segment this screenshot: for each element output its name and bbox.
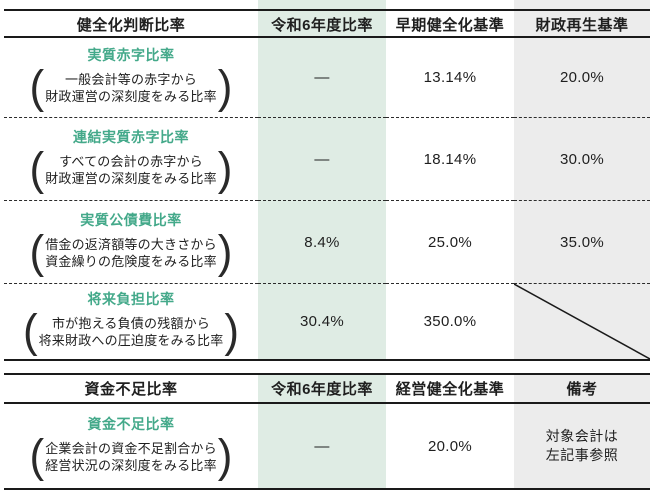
header-management-soundness-standard: 経営健全化基準 <box>386 373 514 404</box>
reiwa6-ratio-column-band <box>258 373 386 490</box>
ratio-title: 実質赤字比率 <box>87 47 175 63</box>
open-paren: ( <box>22 305 38 358</box>
fund-shortage-table: 資金不足比率 令和6年度比率 経営健全化基準 備考 資金不足比率 ( 企業会計の… <box>4 373 650 490</box>
ratio-title: 連結実質赤字比率 <box>73 128 189 145</box>
open-paren: ( <box>29 226 45 278</box>
open-paren: ( <box>29 430 45 482</box>
ratio-description-line1: 一般会計等の赤字から <box>64 72 197 87</box>
header-fiscal-revival-standard: 財政再生基準 <box>514 0 650 38</box>
header-early-soundness-standard: 早期健全化基準 <box>386 0 514 38</box>
header-reiwa6-ratio: 令和6年度比率 <box>258 0 386 38</box>
ratio-label-cell: 実質赤字比率 ( 一般会計等の赤字から 財政運営の深刻度をみる比率 ) <box>4 38 258 117</box>
ratio-description-line2: 財政運営の深刻度をみる比率 <box>45 170 217 186</box>
ratio-description-line1: すべての会計の赤字から <box>59 153 203 169</box>
remarks-line2: 左記事参照 <box>545 447 619 463</box>
early-standard-value-cell: 13.14% <box>423 69 477 86</box>
ratio-description-line2: 財政運営の深刻度をみる比率 <box>45 89 217 104</box>
ratio-label-cell: 連結実質赤字比率 ( すべての会計の赤字から 財政運営の深刻度をみる比率 ) <box>4 117 258 200</box>
revival-standard-value-cell: 35.0% <box>514 200 650 283</box>
ratio-description-line1: 借金の返済額等の大きさから <box>45 236 217 252</box>
ratio-description-line1: 企業会計の資金不足割合から <box>45 440 217 456</box>
reiwa6-value-cell: ― <box>258 404 386 490</box>
ratio-label-cell: 資金不足比率 ( 企業会計の資金不足割合から 経営状況の深刻度をみる比率 ) <box>4 404 258 490</box>
close-paren: ) <box>224 305 240 358</box>
diagonal-na-line <box>514 284 650 359</box>
header-fund-shortage-ratio: 資金不足比率 <box>4 373 258 404</box>
ratio-title: 資金不足比率 <box>87 415 175 432</box>
early-standard-value-cell: 350.0% <box>386 283 514 361</box>
revival-standard-value-cell: 20.0% <box>559 69 605 86</box>
remarks-line1: 対象会計は <box>545 428 619 444</box>
close-paren: ) <box>217 61 233 114</box>
not-applicable-cell <box>514 283 650 361</box>
close-paren: ) <box>217 430 233 482</box>
soundness-judgment-table: 健全化判断比率 令和6年度比率 早期健全化基準 財政再生基準 実質赤字比率 ( … <box>4 0 650 361</box>
remarks-column-band <box>514 373 650 490</box>
reiwa6-value-cell: 30.4% <box>258 283 386 361</box>
ratio-description: ( 借金の返済額等の大きさから 資金繰りの危険度をみる比率 ) <box>29 226 234 278</box>
ratio-description-line2: 経営状況の深刻度をみる比率 <box>45 457 217 473</box>
table-top-rule <box>4 9 650 11</box>
early-standard-value-cell: 18.14% <box>386 117 514 200</box>
header-remarks: 備考 <box>514 373 650 404</box>
header-ratio-name: 健全化判断比率 <box>4 0 258 38</box>
ratio-label-cell: 将来負担比率 ( 市が抱える負債の残額から 将来財政への圧迫度をみる比率 ) <box>4 283 258 361</box>
management-standard-value-cell: 20.0% <box>386 404 514 490</box>
ratio-label-cell: 実質公債費比率 ( 借金の返済額等の大きさから 資金繰りの危険度をみる比率 ) <box>4 200 258 283</box>
reiwa6-ratio-column-band <box>258 0 386 361</box>
reiwa6-value-cell: ― <box>314 69 330 86</box>
ratio-description: ( 一般会計等の赤字から 財政運営の深刻度をみる比率 ) <box>29 61 234 114</box>
open-paren: ( <box>29 143 45 195</box>
revival-standard-value-cell: 30.0% <box>514 117 650 200</box>
open-paren: ( <box>29 61 45 114</box>
ratio-description: ( 企業会計の資金不足割合から 経営状況の深刻度をみる比率 ) <box>29 430 234 482</box>
ratio-description-line2: 将来財政への圧迫度をみる比率 <box>38 333 224 348</box>
early-standard-value-cell: 25.0% <box>386 200 514 283</box>
header-reiwa6-ratio: 令和6年度比率 <box>258 373 386 404</box>
ratio-title: 将来負担比率 <box>87 291 175 307</box>
close-paren: ) <box>217 143 233 195</box>
close-paren: ) <box>217 226 233 278</box>
remarks-cell: 対象会計は 左記事参照 <box>514 404 650 490</box>
ratio-description-line1: 市が抱える負債の残額から <box>51 316 210 331</box>
ratio-title: 実質公債費比率 <box>80 211 182 228</box>
fiscal-revival-column-band <box>514 0 650 361</box>
ratio-description: ( すべての会計の赤字から 財政運営の深刻度をみる比率 ) <box>29 143 234 195</box>
ratio-description-line2: 資金繰りの危険度をみる比率 <box>45 253 217 269</box>
ratio-description: ( 市が抱える負債の残額から 将来財政への圧迫度をみる比率 ) <box>22 305 240 358</box>
reiwa6-value-cell: ― <box>258 117 386 200</box>
reiwa6-value-cell: 8.4% <box>258 200 386 283</box>
